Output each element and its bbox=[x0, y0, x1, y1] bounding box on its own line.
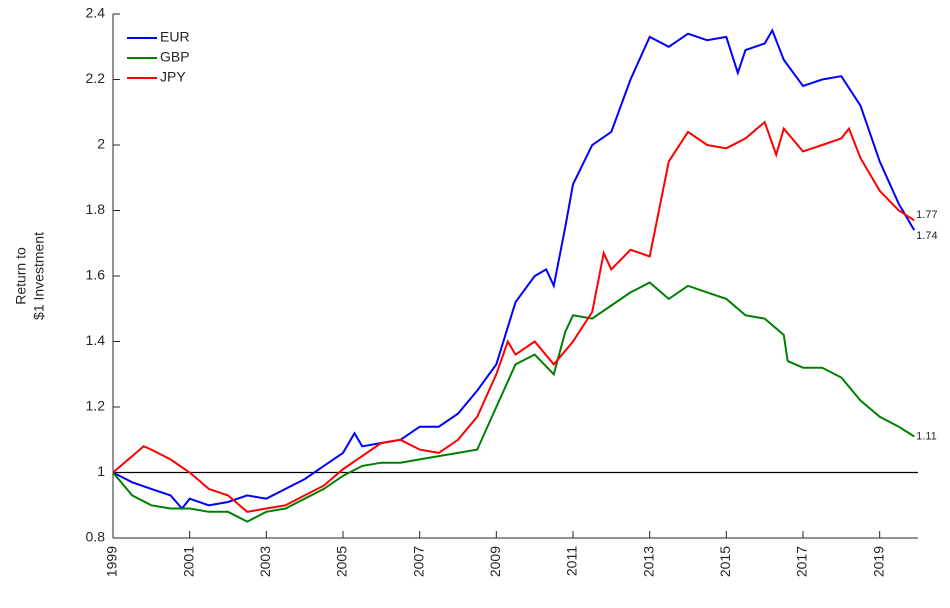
y-axis-label: $1 Investment bbox=[31, 232, 47, 320]
legend-label: JPY bbox=[160, 69, 186, 85]
y-tick-label: 1.8 bbox=[86, 201, 106, 217]
series-line bbox=[112, 281, 915, 523]
y-axis-label: Return to bbox=[13, 247, 29, 305]
end-label: 1.77 bbox=[916, 209, 937, 221]
y-tick-label: 1.2 bbox=[86, 398, 106, 414]
y-tick-label: 2.4 bbox=[86, 5, 106, 21]
x-tick-label: 2001 bbox=[180, 546, 196, 577]
legend-label: EUR bbox=[160, 29, 190, 45]
x-tick-label: 2007 bbox=[410, 546, 426, 577]
x-tick-label: 2017 bbox=[794, 546, 810, 577]
series-line bbox=[112, 120, 915, 513]
end-label: 1.74 bbox=[916, 230, 937, 242]
y-tick-label: 1 bbox=[97, 463, 105, 479]
legend-label: GBP bbox=[160, 49, 190, 65]
x-tick-label: 2019 bbox=[870, 546, 886, 577]
x-tick-label: 2011 bbox=[564, 546, 580, 576]
x-tick-label: 2009 bbox=[487, 546, 503, 577]
x-tick-label: 2013 bbox=[640, 546, 656, 577]
y-tick-label: 2.2 bbox=[86, 70, 106, 86]
y-tick-label: 1.6 bbox=[86, 267, 106, 283]
y-tick-label: 0.8 bbox=[86, 529, 106, 545]
x-tick-label: 2003 bbox=[257, 546, 273, 577]
y-tick-label: 1.4 bbox=[86, 332, 106, 348]
end-label: 1.11 bbox=[916, 430, 937, 442]
series-line bbox=[112, 28, 916, 511]
x-tick-label: 1999 bbox=[104, 546, 120, 577]
x-tick-label: 2015 bbox=[717, 546, 733, 577]
x-tick-label: 2005 bbox=[334, 546, 350, 577]
y-tick-label: 2 bbox=[97, 136, 105, 152]
